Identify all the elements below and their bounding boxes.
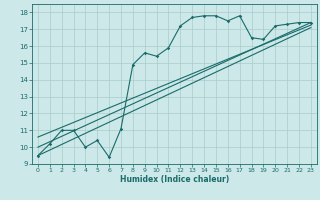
X-axis label: Humidex (Indice chaleur): Humidex (Indice chaleur)	[120, 175, 229, 184]
